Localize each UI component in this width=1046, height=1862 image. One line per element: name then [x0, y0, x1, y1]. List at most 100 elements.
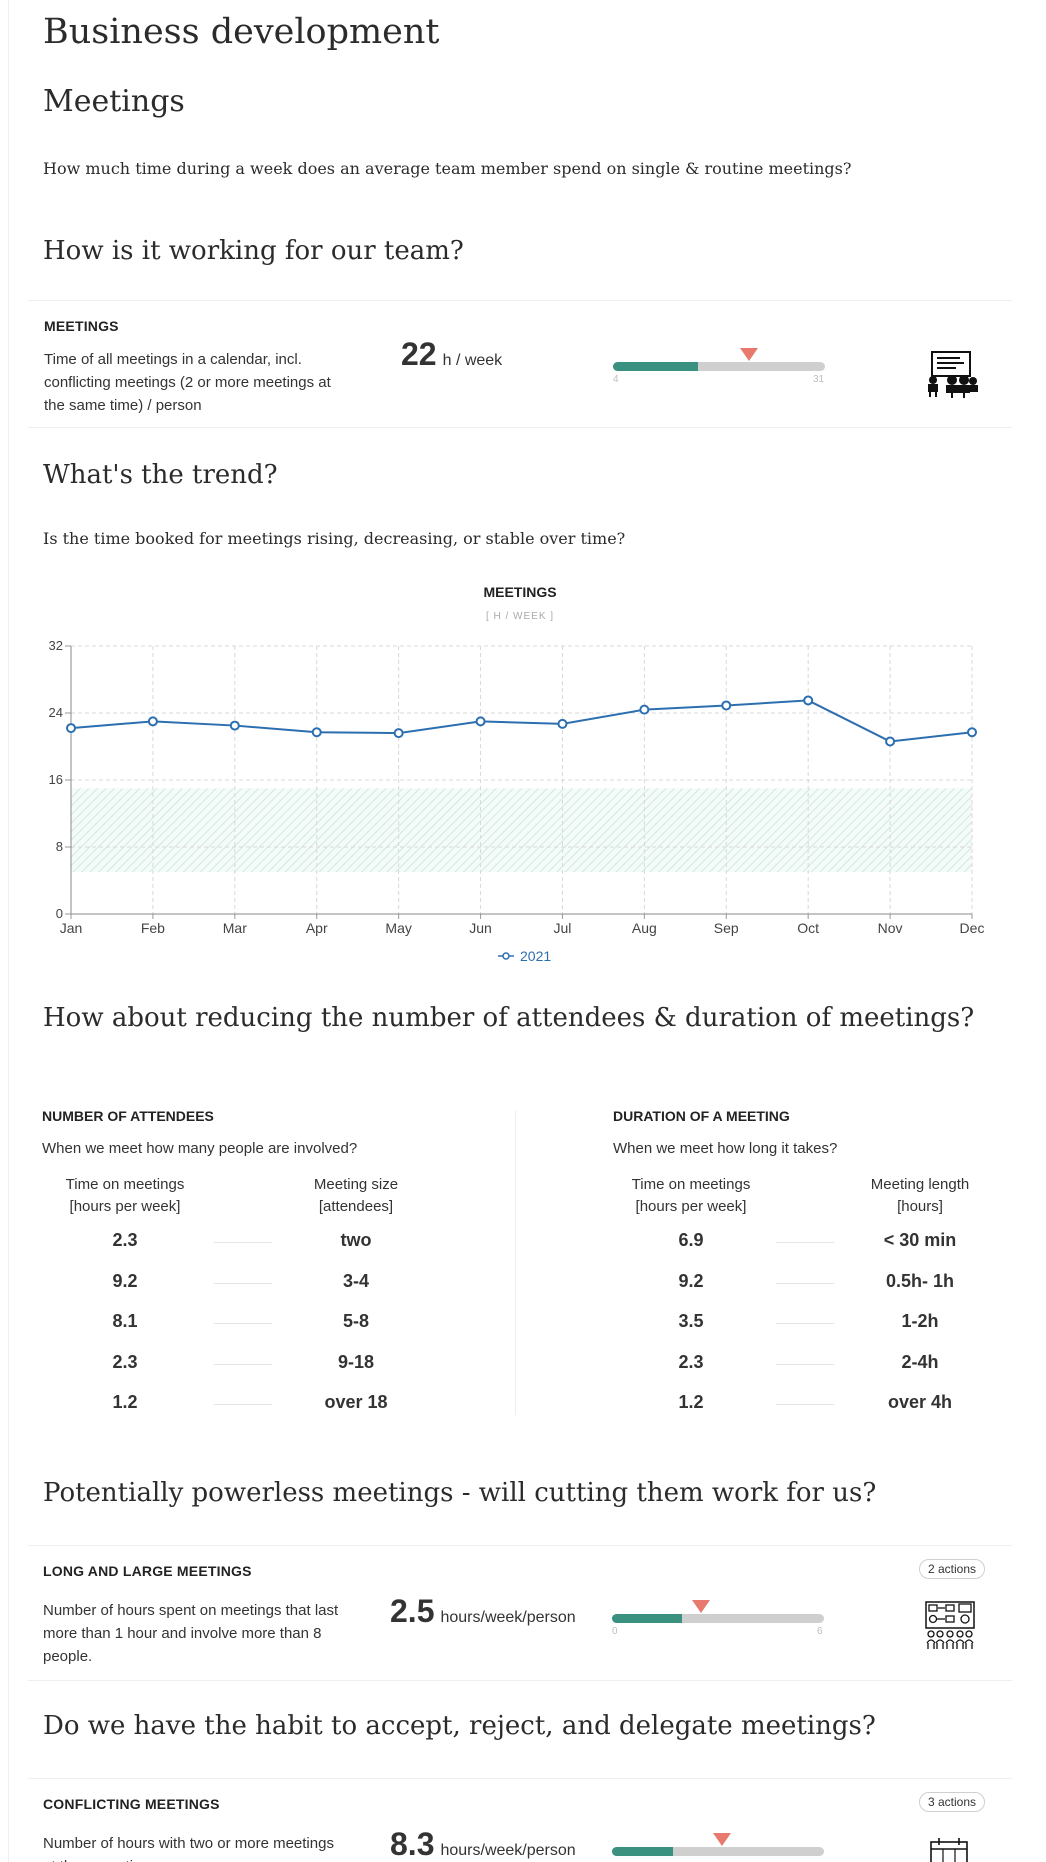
hours-cell: 6.9: [678, 1230, 704, 1250]
target-band: [71, 788, 972, 873]
label-cell: 5-8: [342, 1311, 369, 1331]
kpi-description: Number of hours spent on meetings that l…: [43, 1602, 339, 1665]
label-cell: two: [340, 1230, 372, 1250]
calendar-conflict-icon: [930, 1838, 968, 1862]
kpi-target-marker: [692, 1600, 711, 1613]
x-tick-label: Jul: [554, 920, 572, 936]
row-connector: [776, 1363, 834, 1365]
actions-badge[interactable]: 2 actions: [919, 1559, 986, 1579]
kpi-progress-bar: [612, 1614, 824, 1623]
duration-title: DURATION OF A MEETING: [613, 1108, 790, 1124]
label-cell: 9-18: [337, 1351, 375, 1372]
label-cell: over 4h: [887, 1392, 953, 1412]
attendees-question: When we meet how many people are involve…: [42, 1140, 358, 1157]
habit-heading: Do we have the habit to accept, reject, …: [43, 1711, 876, 1741]
hours-cell: 9.2: [112, 1270, 138, 1291]
hours-cell: 2.3: [112, 1351, 138, 1372]
intro-text: How much time during a week does an aver…: [43, 159, 852, 178]
legend-marker: [502, 952, 510, 960]
y-tick-label: 16: [49, 772, 63, 787]
hours-cell: 1.2: [678, 1392, 704, 1412]
attendees-title: NUMBER OF ATTENDEES: [42, 1108, 214, 1124]
x-tick-label: May: [385, 920, 411, 936]
hours-cell: 1.2: [112, 1392, 138, 1412]
chart-title: MEETINGS: [483, 584, 557, 600]
data-point: [229, 720, 240, 731]
divider: [28, 1680, 1012, 1681]
label-cell: 1-2h: [901, 1311, 939, 1331]
legend-label: 2021: [520, 948, 551, 964]
x-tick-label: Oct: [797, 920, 819, 936]
kpi-value-group: 2.5 hours/week/person: [390, 1593, 576, 1630]
kpi-label: MEETINGS: [44, 318, 119, 334]
data-point: [557, 718, 568, 729]
x-tick-label: Nov: [878, 920, 903, 936]
duration-col-hours-header: Time on meetings [hours per week]: [611, 1174, 771, 1218]
kpi-progress-fill: [612, 1614, 682, 1623]
header-line: [attendees]: [318, 1198, 394, 1215]
y-tick-label: 8: [56, 839, 63, 854]
row-connector: [214, 1323, 272, 1324]
bar-min-label: 4: [613, 374, 619, 385]
kpi-unit: h / week: [442, 352, 503, 369]
hours-cell: 2.3: [678, 1351, 704, 1372]
trend-question: Is the time booked for meetings rising, …: [43, 529, 626, 548]
x-tick-label: Dec: [960, 920, 985, 936]
kpi-target-marker: [713, 1833, 732, 1846]
label-cell: 2-4h: [901, 1351, 939, 1372]
data-point: [393, 728, 404, 739]
left-border: [8, 0, 9, 1862]
data-point: [885, 736, 896, 747]
header-line: Meeting length: [870, 1176, 970, 1193]
attendees-col-hours-header: Time on meetings [hours per week]: [45, 1174, 205, 1218]
label-cell: 3-4: [342, 1270, 369, 1291]
row-connector: [214, 1282, 272, 1284]
kpi-progress-fill: [613, 362, 698, 371]
flowchart-team-icon: [925, 1601, 975, 1649]
kpi-unit: hours/week/person: [440, 1842, 576, 1859]
x-tick-label: Aug: [632, 920, 657, 936]
row-connector: [776, 1282, 834, 1284]
x-tick-label: Jun: [469, 920, 492, 936]
actions-badge[interactable]: 3 actions: [919, 1792, 986, 1812]
header-line: [hours]: [897, 1198, 943, 1215]
hours-cell: 3.5: [678, 1311, 704, 1331]
data-point: [66, 723, 76, 734]
trend-heading: What's the trend?: [43, 460, 278, 490]
meetings-trend-chart: 0 8 16 24 32 Jan Feb Mar Apr May Jun Jul Aug Sep Oct No…: [49, 638, 985, 964]
data-point: [803, 695, 814, 706]
bar-max-label: 6: [817, 1626, 823, 1637]
header-line: [hours per week]: [635, 1198, 747, 1215]
hours-cell: 9.2: [678, 1270, 704, 1291]
divider: [28, 427, 1012, 428]
y-tick-label: 24: [49, 705, 63, 720]
header-line: Meeting size: [313, 1176, 399, 1193]
data-point: [639, 704, 650, 715]
meetings-kpi-card[interactable]: MEETINGS Time of all meetings in a calen…: [44, 308, 1004, 424]
conflicting-meetings-kpi-card[interactable]: CONFLICTING MEETINGS 3 actions Number of…: [43, 1786, 1003, 1862]
y-tick-label: 0: [56, 906, 63, 921]
x-tick-label: Mar: [223, 920, 247, 936]
working-heading: How is it working for our team?: [43, 236, 464, 266]
row-connector: [776, 1323, 834, 1324]
label-cell: over 18: [324, 1392, 388, 1412]
long-large-meetings-kpi-card[interactable]: LONG AND LARGE MEETINGS 2 actions Number…: [43, 1553, 1003, 1677]
hours-cell: 2.3: [112, 1230, 138, 1250]
kpi-description: Number of hours with two or more meeting…: [43, 1835, 334, 1862]
x-tick-label: Feb: [141, 920, 165, 936]
kpi-label: LONG AND LARGE MEETINGS: [43, 1563, 252, 1579]
data-point: [721, 700, 732, 711]
x-tick-label: Jan: [60, 920, 83, 936]
label-cell: < 30 min: [883, 1230, 957, 1250]
section-title: Meetings: [43, 84, 185, 119]
kpi-value: 8.3: [390, 1826, 435, 1862]
divider: [28, 1778, 1012, 1779]
hours-cell: 8.1: [112, 1311, 138, 1331]
data-point: [475, 716, 486, 727]
kpi-progress-bar: [613, 362, 825, 371]
presentation-meeting-icon: [928, 351, 978, 398]
attendees-col-size-header: Meeting size [attendees]: [276, 1174, 436, 1218]
powerless-heading: Potentially powerless meetings - will cu…: [43, 1478, 877, 1508]
duration-col-length-header: Meeting length [hours]: [840, 1174, 1000, 1218]
row-connector: [214, 1404, 272, 1405]
